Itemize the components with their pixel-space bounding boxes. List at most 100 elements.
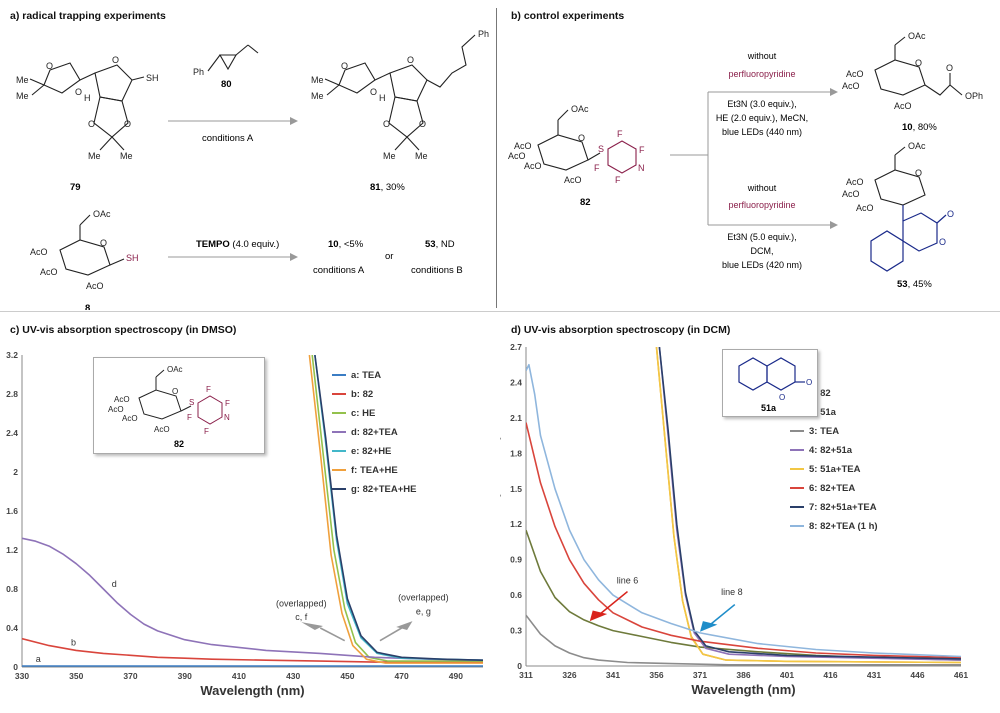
x-tick-label: 386 — [736, 670, 750, 680]
svg-text:AcO: AcO — [30, 247, 48, 257]
svg-text:AcO: AcO — [508, 151, 526, 161]
y-tick-label: 0.6 — [510, 590, 522, 600]
x-axis-label: Wavelength (nm) — [691, 682, 795, 697]
structure-53 — [874, 146, 926, 206]
series-line-2 — [22, 637, 483, 663]
svg-text:O: O — [112, 55, 119, 65]
product-53-b: 53, 45% — [897, 279, 932, 290]
series-line-6 — [526, 422, 961, 659]
tempo-label: TEMPO (4.0 equiv.) — [196, 239, 279, 250]
y-tick-label: 2.1 — [510, 413, 522, 423]
svg-text:O: O — [383, 119, 390, 129]
y-tick-label: 0.8 — [6, 584, 18, 594]
series-line-3 — [526, 614, 961, 666]
panel-c-heading: c) UV-vis absorption spectroscopy (in DM… — [10, 324, 237, 336]
inset-structure-51a: O O 51a — [722, 349, 818, 417]
svg-text:O: O — [88, 119, 95, 129]
svg-text:O: O — [100, 238, 107, 248]
annotation-label: b — [71, 638, 76, 648]
legend-label: 2: 51a — [809, 407, 837, 418]
svg-text:AcO: AcO — [40, 267, 58, 277]
svg-text:S: S — [189, 398, 194, 407]
uv-vis-chart-dcm: 311 326 341 356 371 386 401 416 431 446 461 0 0.3 0.6… — [500, 342, 968, 697]
svg-text:O: O — [947, 209, 954, 219]
svg-text:F: F — [594, 163, 600, 173]
y-tick-label: 1.6 — [6, 506, 18, 516]
svg-text:O: O — [419, 119, 426, 129]
pfp-1: perfluoropyridine — [728, 69, 795, 79]
svg-text:O: O — [779, 393, 785, 402]
arrow-line6 — [597, 590, 629, 616]
svg-text:AcO: AcO — [86, 281, 104, 291]
arrow-cf — [319, 627, 346, 642]
label-82-b: 82 — [580, 197, 591, 208]
panel-d-heading: d) UV-vis absorption spectroscopy (in DC… — [511, 324, 731, 336]
arrow-eg — [379, 627, 403, 642]
svg-text:F: F — [615, 175, 621, 185]
or-label: or — [385, 251, 393, 262]
cond1-line3: blue LEDs (440 nm) — [722, 127, 802, 137]
svg-text:O: O — [939, 237, 946, 247]
legend-label: a: TEA — [351, 370, 381, 381]
annotation-label: line 8 — [721, 587, 743, 597]
horizontal-divider — [0, 311, 1000, 312]
uv-vis-chart-dmso: 330 350 370 390 410 430 450 470 490 0 0.4 0.8 1.2 1.6… — [6, 350, 483, 698]
y-tick-label: 0.3 — [510, 626, 522, 636]
series-line-6 — [308, 355, 483, 664]
panel-a-schemes: O O O O O SH Me Me H Me Me 79 Ph 80 conditions … — [16, 29, 489, 310]
svg-text:OPh: OPh — [965, 91, 983, 101]
legend-label: b: 82 — [351, 389, 373, 400]
svg-text:OAc: OAc — [908, 141, 926, 151]
x-tick-label: 341 — [606, 670, 620, 680]
annotation-label: (overlapped) — [398, 593, 449, 603]
legend-label: 7: 82+51a+TEA — [809, 502, 877, 513]
svg-text:O: O — [806, 378, 812, 387]
svg-text:SH: SH — [126, 253, 139, 263]
series-line-7 — [314, 355, 483, 661]
legend-label: 5: 51a+TEA — [809, 464, 861, 475]
cond1-line1: Et3N (3.0 equiv.), — [727, 99, 796, 109]
svg-text:AcO: AcO — [846, 177, 864, 187]
structure-79 — [29, 62, 145, 151]
svg-text:OAc: OAc — [167, 365, 183, 374]
legend-label: 6: 82+TEA — [809, 483, 855, 494]
legend-label: 3: TEA — [809, 426, 839, 437]
x-tick-label: 370 — [123, 671, 137, 681]
svg-text:Me: Me — [120, 151, 133, 161]
svg-text:AcO: AcO — [842, 189, 860, 199]
svg-text:O: O — [46, 61, 53, 71]
svg-text:AcO: AcO — [514, 141, 532, 151]
y-axis-label: Absorbance (arb.units) — [500, 435, 501, 577]
svg-text:O: O — [946, 63, 953, 73]
svg-text:F: F — [639, 145, 645, 155]
legend-label: c: HE — [351, 408, 375, 419]
svg-text:Me: Me — [16, 91, 29, 101]
x-tick-label: 326 — [562, 670, 576, 680]
structure-81 — [324, 34, 476, 151]
x-tick-label: 401 — [780, 670, 794, 680]
svg-text:F: F — [617, 129, 623, 139]
y-tick-label: 2.4 — [6, 428, 18, 438]
legend-label: 4: 82+51a — [809, 445, 853, 456]
svg-text:OAc: OAc — [571, 104, 589, 114]
svg-text:N: N — [224, 413, 230, 422]
svg-text:O: O — [370, 87, 377, 97]
svg-text:51a: 51a — [761, 403, 777, 413]
legend-label: e: 82+HE — [351, 446, 391, 457]
x-tick-label: 390 — [178, 671, 192, 681]
svg-text:Me: Me — [88, 151, 101, 161]
svg-text:SH: SH — [146, 73, 159, 83]
y-tick-label: 1.8 — [510, 448, 522, 458]
panel-a-heading: a) radical trapping experiments — [10, 10, 166, 22]
x-tick-label: 470 — [395, 671, 409, 681]
y-tick-label: 1.5 — [510, 484, 522, 494]
svg-text:F: F — [187, 413, 192, 422]
svg-text:AcO: AcO — [114, 395, 130, 404]
pfp-2: perfluoropyridine — [728, 200, 795, 210]
x-axis-label: Wavelength (nm) — [200, 683, 304, 698]
cond2-line3: blue LEDs (420 nm) — [722, 260, 802, 270]
svg-text:O: O — [407, 55, 414, 65]
arrow-line8 — [708, 603, 736, 627]
x-tick-label: 410 — [232, 671, 246, 681]
y-tick-label: 1.2 — [6, 545, 18, 555]
